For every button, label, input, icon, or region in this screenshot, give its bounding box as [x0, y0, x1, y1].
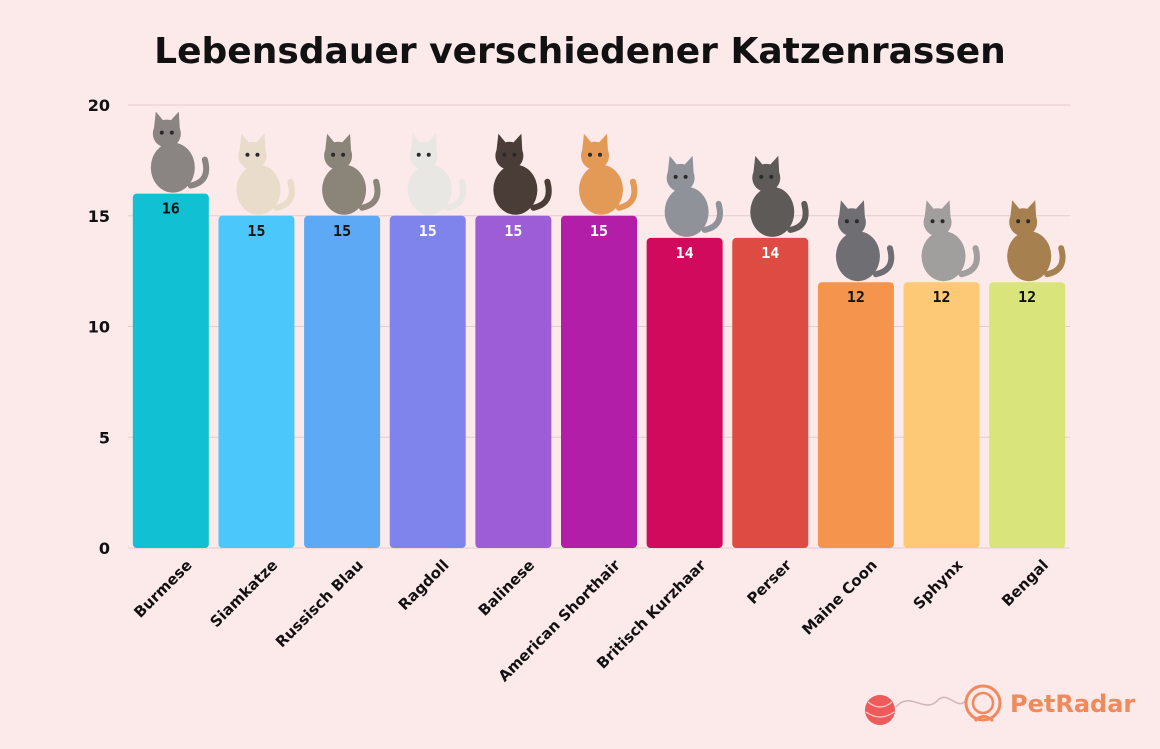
bars	[132, 193, 1066, 548]
yarn-thread-decoration	[895, 696, 967, 708]
bar-balinese	[475, 215, 552, 548]
x-label-perser: Perser	[743, 556, 795, 608]
data-label-britisch-kurzhaar: 14	[676, 244, 694, 262]
bar-sphynx	[903, 282, 980, 548]
cat-perser-icon	[750, 155, 809, 237]
data-label-bengal: 12	[1018, 288, 1036, 306]
bar-burmese	[132, 193, 209, 548]
data-label-balinese: 15	[504, 222, 522, 240]
chart-title: Lebensdauer verschiedener Katzenrassen	[154, 31, 1006, 72]
bar-bengal	[989, 282, 1066, 548]
x-label-ragdoll: Ragdoll	[395, 556, 453, 614]
bar-american-shorthair	[561, 215, 637, 548]
x-label-burmese: Burmese	[130, 556, 195, 621]
y-tick-label: 5	[99, 428, 110, 447]
data-label-russisch-blau: 15	[333, 222, 351, 240]
cat-maine-coon-icon	[835, 200, 895, 282]
data-label-perser: 14	[761, 244, 779, 262]
y-axis-ticks: 0 5 10 15 20	[88, 96, 110, 558]
yarn-ball-icon	[865, 695, 895, 725]
cat-burmese-icon	[150, 111, 210, 193]
x-label-balinese: Balinese	[475, 556, 538, 619]
x-label-russisch-blau: Russisch Blau	[272, 556, 367, 651]
y-tick-label: 10	[88, 318, 110, 337]
x-label-sphynx: Sphynx	[910, 556, 967, 613]
y-tick-label: 0	[99, 539, 110, 558]
data-label-maine-coon: 12	[847, 288, 865, 306]
cat-balinese-icon	[493, 133, 552, 215]
bar-russisch-blau	[304, 215, 381, 548]
x-label-maine-coon: Maine Coon	[798, 556, 880, 638]
x-label-bengal: Bengal	[998, 556, 1052, 610]
cat-bengal-icon	[1007, 200, 1066, 282]
petradar-logo-icon	[964, 684, 1002, 723]
value-labels: 16 15 15 15 15 15 14 14 12 12 12	[162, 200, 1036, 307]
data-label-sphynx: 12	[933, 288, 951, 306]
cat-ragdoll-icon	[407, 133, 467, 215]
cat-figures	[150, 111, 1066, 282]
bar-britisch-kurzhaar	[646, 237, 723, 548]
brand-logo: PetRadar	[865, 684, 1135, 725]
cat-siamkatze-icon	[236, 133, 295, 215]
cat-sphynx-icon	[921, 200, 980, 282]
bar-maine-coon	[817, 282, 894, 548]
bar-ragdoll	[389, 215, 466, 548]
data-label-siamkatze: 15	[247, 222, 265, 240]
y-tick-label: 15	[88, 207, 110, 226]
x-label-siamkatze: Siamkatze	[206, 556, 281, 631]
brand-name: PetRadar	[1010, 690, 1135, 718]
data-label-ragdoll: 15	[419, 222, 437, 240]
cat-britisch-kurzhaar-icon	[664, 155, 724, 237]
bar-perser	[732, 237, 809, 548]
data-label-american-shorthair: 15	[590, 222, 608, 240]
data-label-burmese: 16	[162, 200, 180, 218]
cat-american-shorthair-icon	[579, 133, 638, 215]
cat-russisch-blau-icon	[322, 133, 381, 215]
bar-siamkatze	[218, 215, 295, 548]
y-tick-label: 20	[88, 96, 110, 115]
